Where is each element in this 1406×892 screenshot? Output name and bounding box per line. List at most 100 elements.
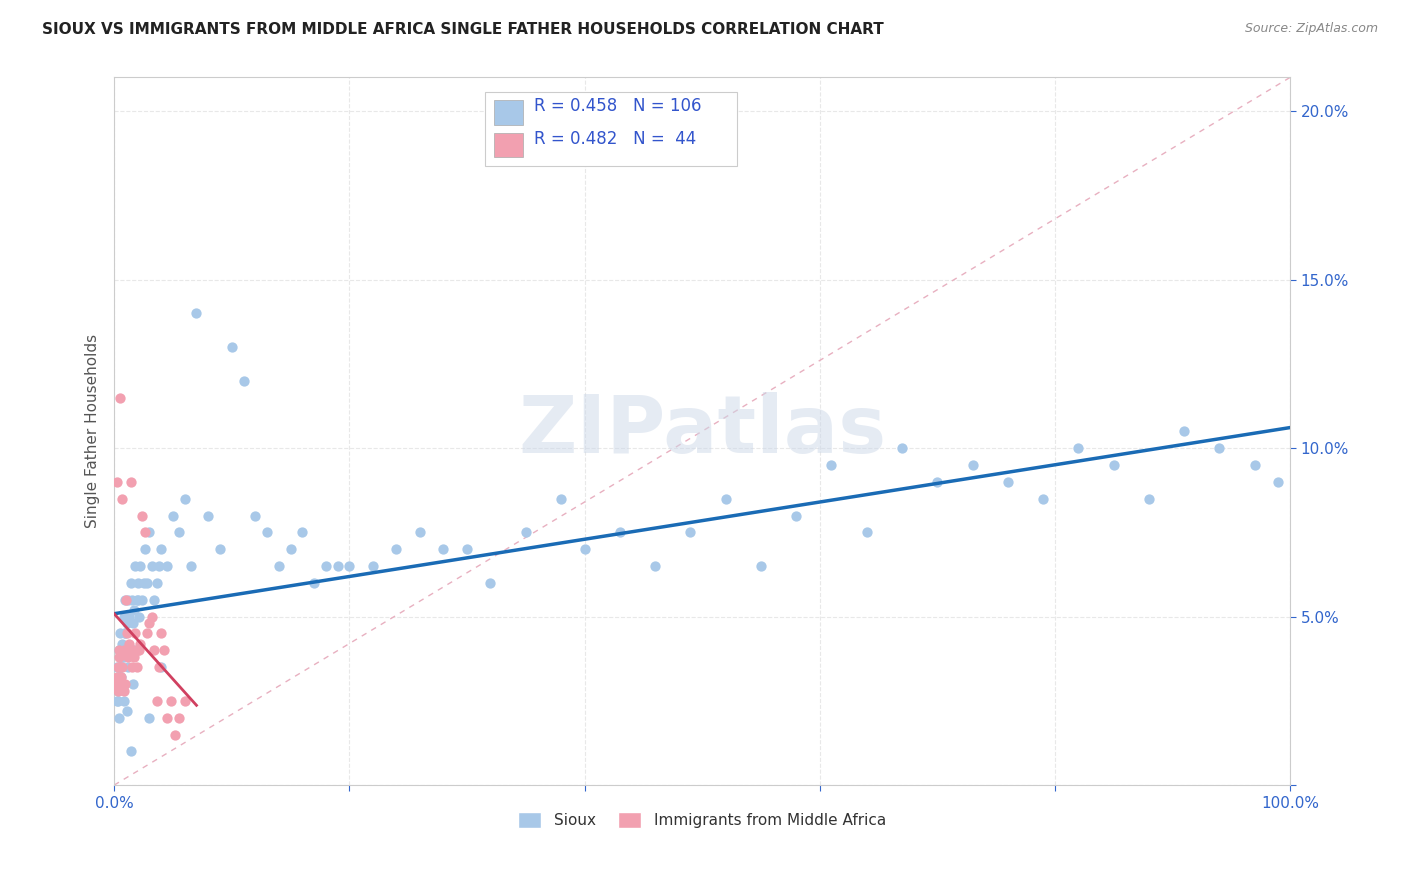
Text: Source: ZipAtlas.com: Source: ZipAtlas.com xyxy=(1244,22,1378,36)
Point xyxy=(125,592,148,607)
Point xyxy=(110,677,132,691)
Point xyxy=(550,491,572,506)
Point xyxy=(962,458,984,472)
Point xyxy=(186,306,208,320)
Point xyxy=(118,636,141,650)
Point xyxy=(280,542,302,557)
Point xyxy=(152,643,174,657)
Point xyxy=(291,525,314,540)
Point xyxy=(105,677,128,691)
Point xyxy=(326,559,349,574)
Point xyxy=(115,643,138,657)
Point xyxy=(128,643,150,657)
Point xyxy=(107,670,129,684)
Point xyxy=(145,575,167,590)
Point xyxy=(110,650,132,665)
Point xyxy=(112,650,135,665)
Point xyxy=(112,683,135,698)
Point xyxy=(111,643,134,657)
Point xyxy=(127,592,149,607)
Point xyxy=(256,525,278,540)
Point xyxy=(644,559,666,574)
Point xyxy=(180,559,202,574)
Point xyxy=(107,660,129,674)
Point xyxy=(105,475,128,489)
Point xyxy=(1267,475,1289,489)
Point xyxy=(141,609,163,624)
Point xyxy=(124,626,146,640)
FancyBboxPatch shape xyxy=(494,100,523,125)
Point xyxy=(609,525,631,540)
Point xyxy=(114,592,136,607)
Point xyxy=(115,609,138,624)
Point xyxy=(124,559,146,574)
Point xyxy=(156,711,179,725)
Point xyxy=(107,694,129,708)
Point xyxy=(385,542,408,557)
Text: SIOUX VS IMMIGRANTS FROM MIDDLE AFRICA SINGLE FATHER HOUSEHOLDS CORRELATION CHAR: SIOUX VS IMMIGRANTS FROM MIDDLE AFRICA S… xyxy=(42,22,884,37)
Point xyxy=(150,626,173,640)
Point xyxy=(891,441,914,455)
Point xyxy=(114,626,136,640)
Point xyxy=(108,643,131,657)
FancyBboxPatch shape xyxy=(494,133,523,157)
Point xyxy=(110,670,132,684)
Point xyxy=(302,575,325,590)
Point xyxy=(245,508,267,523)
Point xyxy=(107,683,129,698)
Point xyxy=(108,626,131,640)
Point xyxy=(112,643,135,657)
Point xyxy=(122,616,145,631)
Point xyxy=(232,374,254,388)
Point xyxy=(105,694,128,708)
Point xyxy=(143,592,166,607)
Point xyxy=(136,626,159,640)
Point xyxy=(117,650,139,665)
Point xyxy=(108,660,131,674)
Point xyxy=(145,694,167,708)
Point xyxy=(927,475,949,489)
Point xyxy=(104,677,127,691)
Point xyxy=(127,575,149,590)
Point xyxy=(117,660,139,674)
Point xyxy=(143,643,166,657)
Point xyxy=(997,475,1019,489)
Point xyxy=(150,660,173,674)
Point xyxy=(110,643,132,657)
Text: ZIPatlas: ZIPatlas xyxy=(517,392,886,470)
Point xyxy=(124,643,146,657)
Point xyxy=(432,542,454,557)
Point xyxy=(108,677,131,691)
Point xyxy=(122,650,145,665)
Point xyxy=(111,636,134,650)
Point xyxy=(820,458,842,472)
Point xyxy=(131,508,153,523)
Point xyxy=(167,711,190,725)
Point xyxy=(855,525,877,540)
Point xyxy=(267,559,290,574)
Point xyxy=(138,525,160,540)
Point xyxy=(1137,491,1160,506)
Point xyxy=(148,660,170,674)
Point xyxy=(138,711,160,725)
Point xyxy=(134,525,156,540)
Text: R = 0.458   N = 106: R = 0.458 N = 106 xyxy=(534,96,702,115)
Point xyxy=(129,636,152,650)
Y-axis label: Single Father Households: Single Father Households xyxy=(86,334,100,528)
Point xyxy=(120,575,142,590)
Point xyxy=(1243,458,1265,472)
Point xyxy=(162,508,184,523)
Point xyxy=(785,508,807,523)
Point xyxy=(104,677,127,691)
Point xyxy=(111,660,134,674)
Point xyxy=(197,508,219,523)
Point xyxy=(122,677,145,691)
Point xyxy=(136,575,159,590)
Point xyxy=(134,542,156,557)
Point xyxy=(159,694,181,708)
Point xyxy=(131,592,153,607)
Point xyxy=(129,559,152,574)
Point xyxy=(115,592,138,607)
Point xyxy=(105,660,128,674)
Point xyxy=(456,542,478,557)
